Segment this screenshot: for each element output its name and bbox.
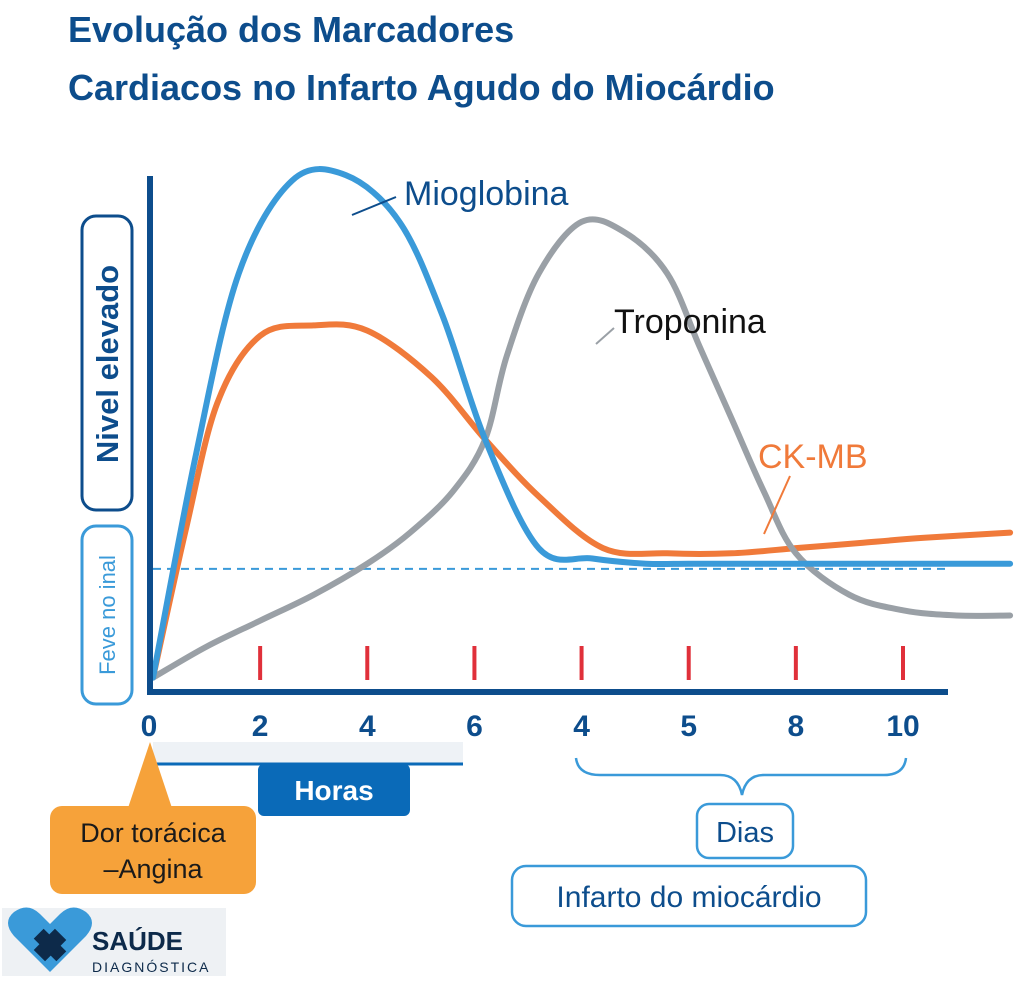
start-event-pointer xyxy=(128,742,172,808)
days-label-box xyxy=(695,802,795,860)
series-label-troponina: Troponina xyxy=(614,303,766,341)
tick-layer: 0 2 4 6 4 5 8 10 xyxy=(141,646,920,743)
infarct-label: Infarto do miocárdio xyxy=(556,881,821,914)
start-event-line-1: Dor torácica xyxy=(80,818,227,848)
ylabel-high: Nivel elevado xyxy=(90,265,125,463)
x-tick-label: 5 xyxy=(680,710,697,743)
ylabel-high-box xyxy=(80,214,134,512)
series-line-ck-mb xyxy=(150,321,1014,681)
series-line-mioglobina xyxy=(150,166,1014,681)
x-tick-label: 2 xyxy=(252,710,269,743)
ckmb-label-leader xyxy=(763,475,791,535)
heart-cross-icon xyxy=(8,907,92,972)
start-event-line-2: –Angina xyxy=(103,854,203,884)
infarct-box xyxy=(510,864,868,928)
x-tick-label: 4 xyxy=(573,710,590,743)
mioglobina-label-leader xyxy=(351,196,397,216)
hours-label-box xyxy=(258,764,410,816)
chart-title-line-1: Evolução dos Marcadores xyxy=(68,9,514,50)
troponina-label-leader xyxy=(595,327,615,345)
brand-name: SAÚDE xyxy=(92,926,183,956)
series-layer xyxy=(150,166,1014,681)
days-brace xyxy=(574,757,908,796)
hours-group-bar xyxy=(153,742,463,764)
chart-title-line-2: Cardiacos no Infarto Agudo do Miocárdio xyxy=(68,67,775,108)
x-tick-label: 10 xyxy=(886,710,919,743)
brand-subtitle: DIAGNÓSTICA xyxy=(92,959,210,975)
hours-label: Horas xyxy=(294,775,373,806)
ylabel-low-box xyxy=(80,524,134,706)
x-tick-label: 8 xyxy=(788,710,805,743)
series-label-ckmb: CK-MB xyxy=(758,438,868,476)
series-label-mioglobina: Mioglobina xyxy=(404,175,569,213)
series-line-troponina xyxy=(150,216,1014,681)
days-label: Dias xyxy=(716,817,774,849)
x-tick-label: 6 xyxy=(466,710,483,743)
x-tick-label: 4 xyxy=(359,710,376,743)
ylabel-low: Feve no inal xyxy=(95,555,120,675)
x-tick-label: 0 xyxy=(141,710,158,743)
start-event-box xyxy=(50,806,256,894)
